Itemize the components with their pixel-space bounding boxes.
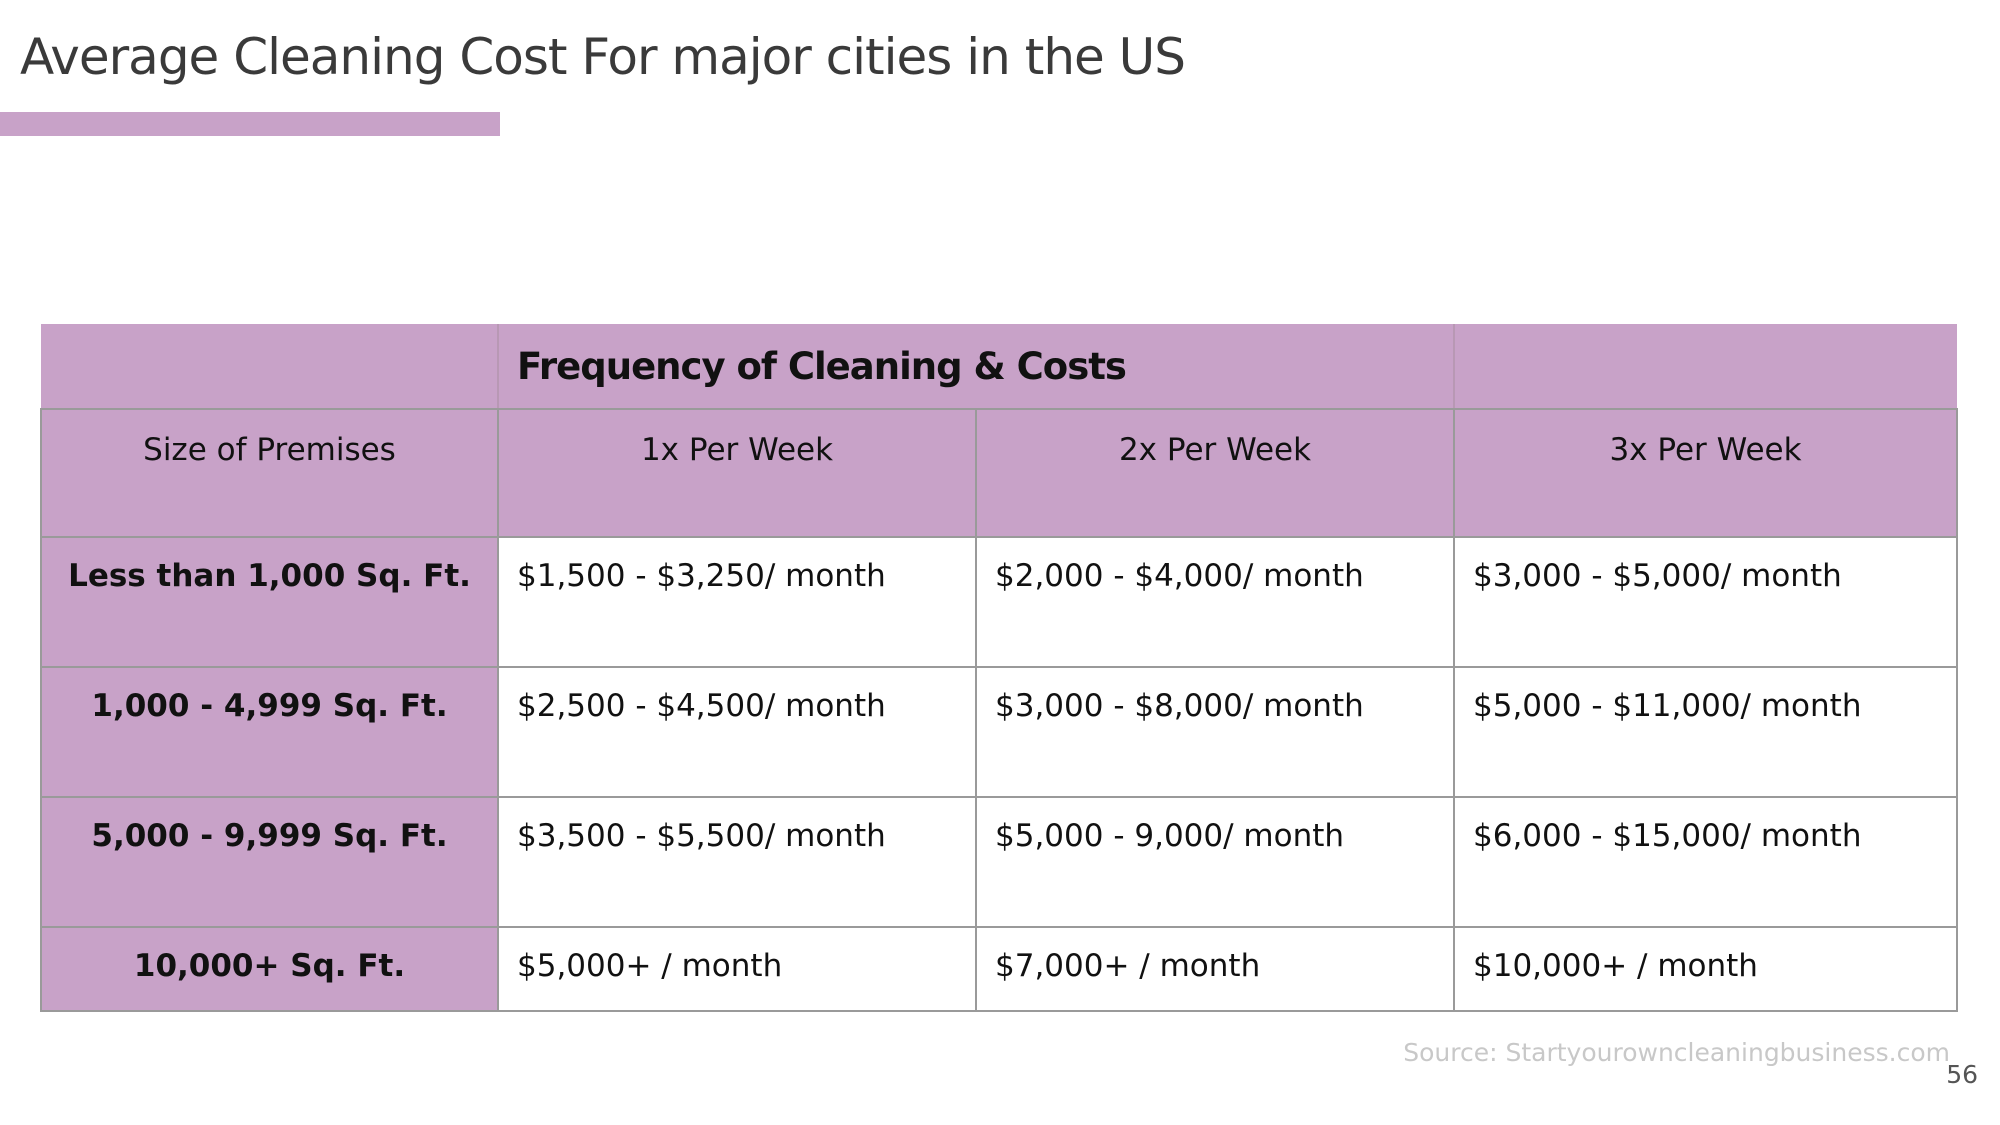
column-header-1x: 1x Per Week xyxy=(497,408,977,538)
page-number: 56 xyxy=(1946,1060,1978,1089)
table-row: 1,000 - 4,999 Sq. Ft. $2,500 - $4,500/ m… xyxy=(40,666,1958,798)
table-row: 10,000+ Sq. Ft. $5,000+ / month $7,000+ … xyxy=(40,926,1958,1012)
cost-table: Frequency of Cleaning & Costs Size of Pr… xyxy=(40,324,1958,1012)
cost-cell: $3,000 - $8,000/ month xyxy=(975,666,1455,798)
title-accent-bar xyxy=(0,112,500,136)
group-header-cell: Frequency of Cleaning & Costs xyxy=(497,324,1455,410)
column-header-row: Size of Premises 1x Per Week 2x Per Week… xyxy=(40,408,1958,538)
group-header-empty-left xyxy=(41,324,498,410)
column-header-size: Size of Premises xyxy=(40,408,499,538)
cost-cell: $5,000+ / month xyxy=(497,926,977,1012)
column-header-2x: 2x Per Week xyxy=(975,408,1455,538)
slide-title: Average Cleaning Cost For major cities i… xyxy=(20,28,1186,86)
column-header-3x: 3x Per Week xyxy=(1453,408,1958,538)
group-header-empty-right xyxy=(1454,324,1957,410)
source-note: Source: Startyourowncleaningbusiness.com xyxy=(1403,1038,1950,1067)
group-header-row: Frequency of Cleaning & Costs xyxy=(41,324,1957,410)
cost-cell: $6,000 - $15,000/ month xyxy=(1453,796,1958,928)
cost-cell: $7,000+ / month xyxy=(975,926,1455,1012)
cost-cell: $2,500 - $4,500/ month xyxy=(497,666,977,798)
cost-cell: $3,500 - $5,500/ month xyxy=(497,796,977,928)
size-cell: 10,000+ Sq. Ft. xyxy=(40,926,499,1012)
size-cell: Less than 1,000 Sq. Ft. xyxy=(40,536,499,668)
size-cell: 5,000 - 9,999 Sq. Ft. xyxy=(40,796,499,928)
table-row: Less than 1,000 Sq. Ft. $1,500 - $3,250/… xyxy=(40,536,1958,668)
cost-cell: $3,000 - $5,000/ month xyxy=(1453,536,1958,668)
cost-cell: $5,000 - 9,000/ month xyxy=(975,796,1455,928)
size-cell: 1,000 - 4,999 Sq. Ft. xyxy=(40,666,499,798)
cost-cell: $10,000+ / month xyxy=(1453,926,1958,1012)
cost-table-container: Frequency of Cleaning & Costs Size of Pr… xyxy=(40,324,1958,1012)
cost-cell: $2,000 - $4,000/ month xyxy=(975,536,1455,668)
cost-cell: $5,000 - $11,000/ month xyxy=(1453,666,1958,798)
cost-cell: $1,500 - $3,250/ month xyxy=(497,536,977,668)
table-row: 5,000 - 9,999 Sq. Ft. $3,500 - $5,500/ m… xyxy=(40,796,1958,928)
